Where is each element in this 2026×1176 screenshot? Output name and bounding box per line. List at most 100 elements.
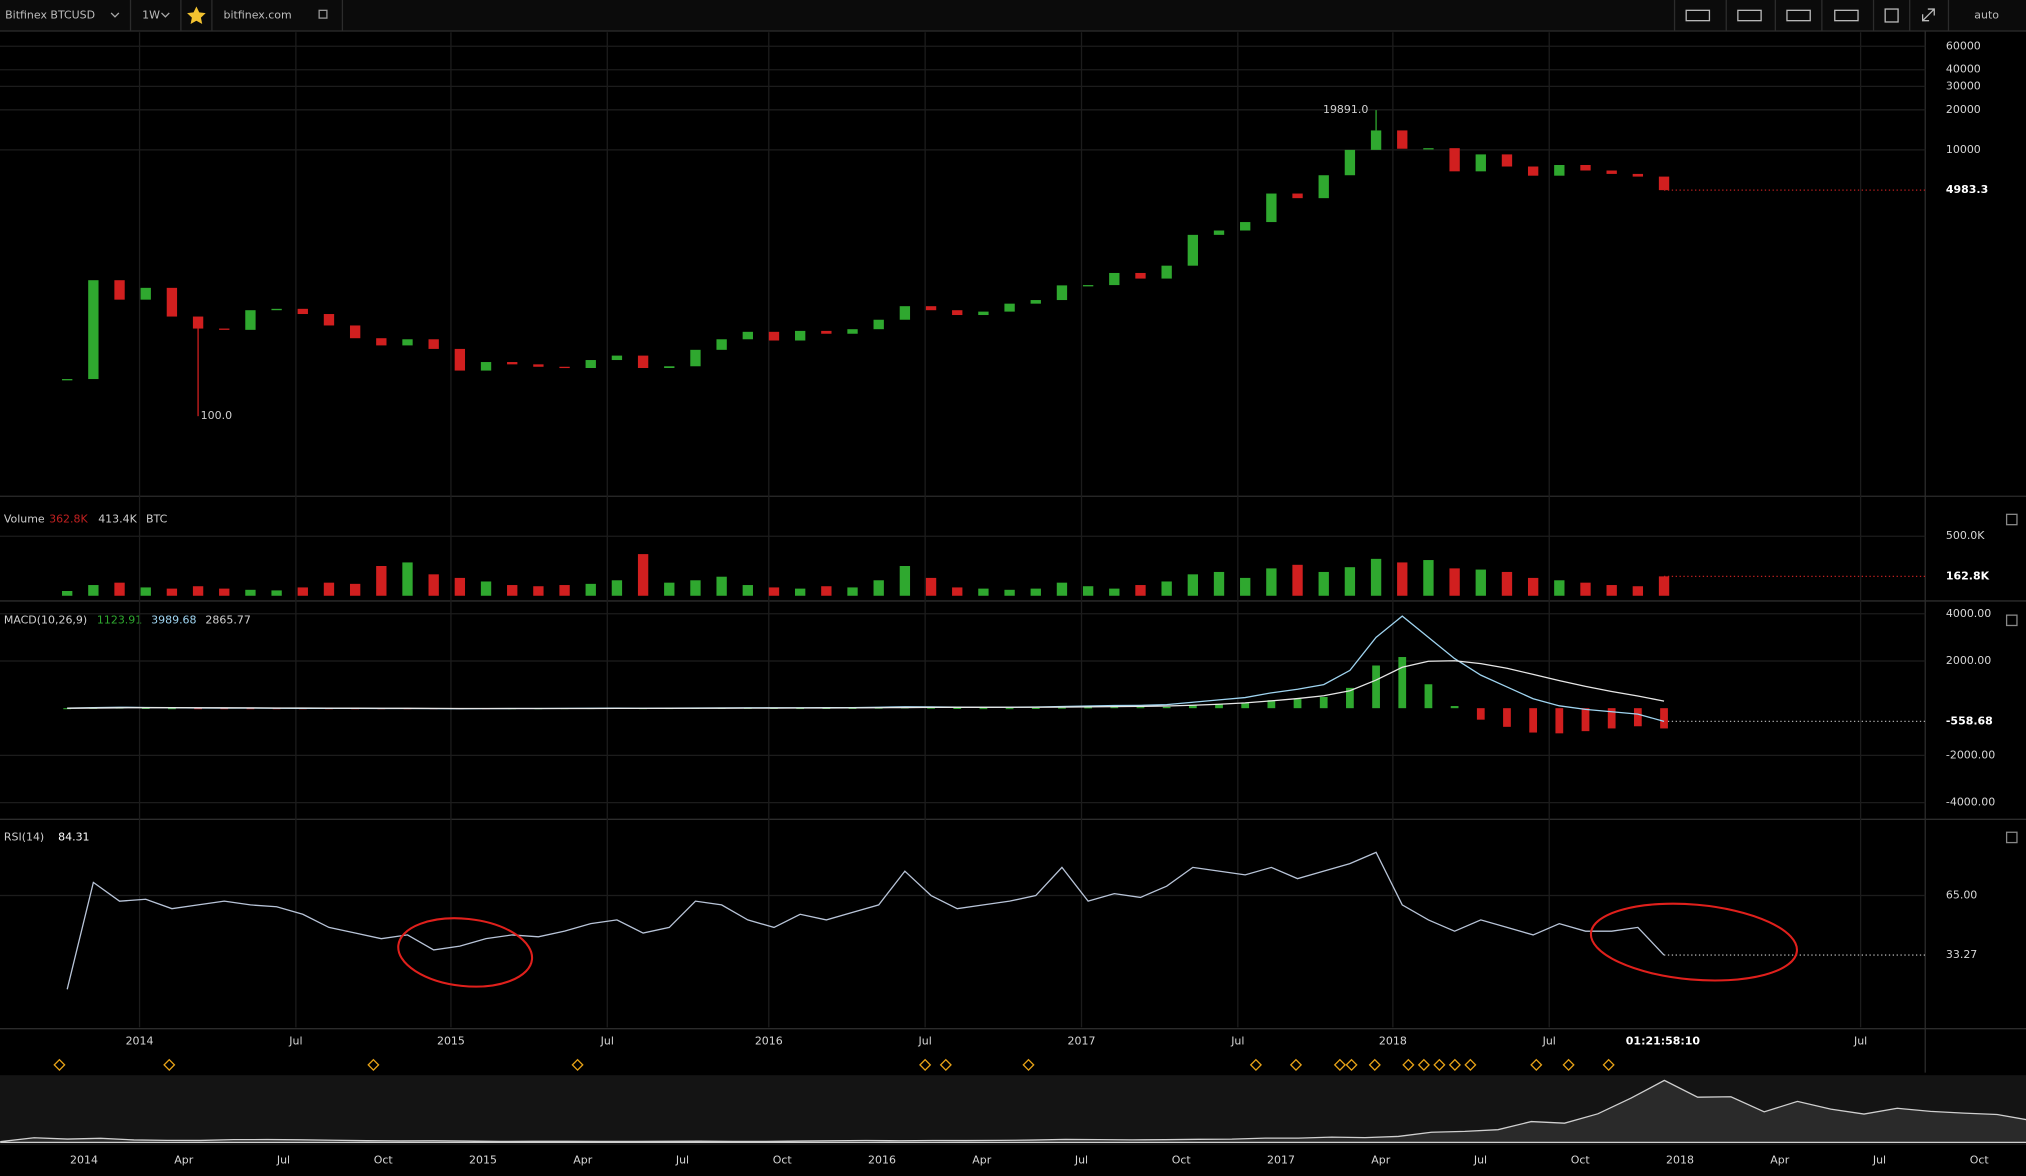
annotation-circle — [1589, 902, 1798, 982]
volume-bar — [794, 588, 806, 596]
close-button[interactable] — [2005, 831, 2018, 844]
volume-bar — [219, 588, 230, 596]
candle-up — [585, 360, 596, 369]
source-link[interactable]: bitfinex.com — [224, 9, 292, 22]
macd-histogram-bar — [953, 707, 962, 710]
candle-up — [62, 379, 73, 381]
macd-histogram-bar — [1215, 703, 1223, 709]
macd-histogram-bar — [1555, 708, 1564, 734]
indicator-button[interactable] — [1786, 9, 1811, 22]
close-button[interactable] — [2005, 513, 2018, 526]
low-label: 100.0 — [201, 409, 232, 422]
navigator-label: Oct — [1970, 1153, 1990, 1166]
event-marker — [1402, 1058, 1415, 1071]
candle-up — [1370, 130, 1382, 150]
macd-histogram-bar — [927, 707, 935, 709]
event-marker — [1433, 1058, 1446, 1071]
volume-bar — [533, 586, 544, 596]
time-label: 2016 — [755, 1035, 783, 1048]
volume-bar — [559, 585, 570, 596]
event-marker — [571, 1058, 584, 1071]
interval-button[interactable]: 1W — [142, 9, 160, 22]
macd-histogram-bar — [1136, 707, 1145, 709]
volume-bar — [716, 576, 727, 596]
volume-bar — [1397, 562, 1408, 596]
macd-histogram-bar — [168, 708, 176, 710]
high-label: 19891.0 — [1323, 103, 1368, 116]
volume-bar — [1527, 577, 1539, 596]
macd-histogram-bar — [1346, 687, 1354, 709]
navigator-label: Oct — [374, 1153, 394, 1166]
volume-bar — [664, 582, 675, 596]
macd-histogram-bar — [1188, 705, 1197, 709]
candle-up — [1423, 148, 1434, 150]
y-tick-label: 65.00 — [1946, 889, 1977, 902]
volume-bar — [873, 580, 884, 596]
volume-bar — [245, 589, 256, 596]
volume-bar — [637, 554, 649, 596]
candle-up — [1318, 175, 1329, 199]
volume-bar — [114, 582, 125, 596]
event-marker — [1602, 1058, 1615, 1071]
volume-bar — [349, 583, 361, 596]
volume-bar — [1292, 564, 1303, 596]
volume-bar — [323, 582, 335, 596]
dropdown-icon — [161, 12, 170, 18]
y-tick-label: 30000 — [1946, 79, 1981, 92]
volume-bar — [1318, 571, 1329, 596]
candle-down — [637, 355, 649, 369]
scale-mode-button[interactable]: auto — [1974, 9, 1999, 22]
volume-bar — [1632, 586, 1644, 596]
macd-histogram-bar — [1607, 708, 1616, 729]
chart-type-button[interactable] — [1685, 9, 1711, 22]
event-marker — [1368, 1058, 1381, 1071]
navigator-label: 2018 — [1666, 1153, 1694, 1166]
dropdown-icon — [110, 12, 120, 18]
event-marker — [1530, 1058, 1543, 1071]
macd-title: MACD(10,26,9) — [4, 613, 87, 626]
crosshair-button[interactable] — [1737, 9, 1762, 22]
annotation-circle — [397, 917, 534, 988]
last-price-label: 4983.3 — [1946, 183, 1988, 196]
navigator-label: Apr — [1770, 1153, 1789, 1166]
candle-down — [323, 314, 335, 326]
macd-histogram-bar — [1398, 657, 1407, 709]
macd-readout: 3989.68 — [151, 613, 196, 626]
close-button[interactable] — [2005, 614, 2018, 627]
candle-down — [219, 328, 230, 330]
candle-down — [559, 366, 570, 369]
event-marker — [1022, 1058, 1035, 1071]
navigator-label: Jul — [1872, 1153, 1886, 1166]
macd-histogram-bar — [141, 707, 150, 709]
symbol-button[interactable]: Bitfinex BTCUSD — [5, 9, 95, 22]
candle-down — [925, 306, 937, 311]
candle-up — [245, 310, 256, 330]
volume-bar — [1423, 560, 1434, 596]
snapshot-button[interactable] — [1884, 8, 1899, 23]
fullscreen-button[interactable] — [1921, 8, 1935, 22]
navigator-label: Jul — [675, 1153, 689, 1166]
volume-bar — [742, 585, 753, 596]
candle-up — [1213, 230, 1225, 235]
time-label: Jul — [1230, 1035, 1244, 1048]
event-marker — [1289, 1058, 1303, 1071]
volume-bar — [1056, 582, 1068, 596]
draw-button[interactable] — [1834, 9, 1859, 22]
event-markers — [53, 1058, 1615, 1071]
event-marker — [53, 1058, 66, 1071]
macd-readout: 1123.91 — [97, 613, 142, 626]
y-tick-label: 2000.00 — [1946, 654, 1991, 667]
candle-up — [480, 362, 492, 371]
navigator-label: Oct — [1571, 1153, 1591, 1166]
y-tick-label: 4000.00 — [1946, 607, 1991, 620]
volume-bar — [454, 577, 466, 596]
favorite-star[interactable] — [187, 6, 206, 25]
volume-bar — [978, 588, 989, 596]
candle-up — [1161, 265, 1172, 279]
candle-down — [297, 308, 308, 315]
event-marker — [1562, 1058, 1575, 1071]
candle-up — [1344, 149, 1356, 176]
navigator-area — [0, 1079, 2026, 1144]
